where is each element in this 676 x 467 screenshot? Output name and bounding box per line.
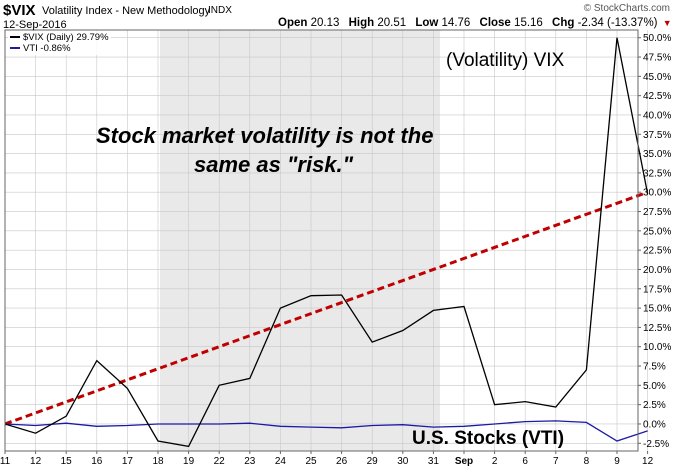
chg-label: Chg xyxy=(552,17,575,29)
x-tick-label: 19 xyxy=(183,456,195,467)
symbol-name: Volatility Index - New Methodology xyxy=(42,5,211,17)
y-tick-label: 50.0% xyxy=(643,33,671,44)
x-tick-label: 6 xyxy=(522,456,528,467)
exchange-label: INDX xyxy=(208,5,232,16)
legend-label-vti: VTI -0.86% xyxy=(23,43,71,54)
plot-border xyxy=(4,29,639,452)
x-tick-label: 23 xyxy=(244,456,256,467)
close-value: 15.16 xyxy=(514,17,543,29)
low-value: 14.76 xyxy=(441,17,471,29)
x-tick-label: 8 xyxy=(584,456,590,467)
chart-legend: $VIX (Daily) 29.79% VTI -0.86% xyxy=(8,31,111,55)
chart-date: 12-Sep-2016 xyxy=(3,19,67,31)
annotation-vti: U.S. Stocks (VTI) xyxy=(412,428,565,449)
x-tick-label: 17 xyxy=(122,456,134,467)
annotation-risk-line2: same as "risk." xyxy=(194,152,354,177)
y-tick-label: 35.0% xyxy=(643,149,671,160)
x-tick-label: 7 xyxy=(553,456,559,467)
legend-label-vix: $VIX (Daily) 29.79% xyxy=(23,32,109,43)
open-value: 20.13 xyxy=(310,17,340,29)
x-tick-label: 9 xyxy=(614,456,620,467)
y-tick-label: 42.5% xyxy=(643,91,671,102)
y-tick-label: 17.5% xyxy=(643,284,671,295)
high-label: High xyxy=(348,17,375,29)
y-tick-label: 40.0% xyxy=(643,110,671,121)
y-tick-label: 30.0% xyxy=(643,188,671,199)
y-tick-label: 37.5% xyxy=(643,130,671,141)
annotation-risk-line1: Stock market volatility is not the xyxy=(96,123,434,148)
x-tick-label: 18 xyxy=(152,456,164,467)
x-tick-label: 16 xyxy=(91,456,103,467)
y-tick-label: 32.5% xyxy=(643,168,671,179)
x-tick-label: 2 xyxy=(492,456,498,467)
legend-swatch-vti xyxy=(10,47,20,50)
down-arrow-icon: ▼ xyxy=(662,18,672,28)
x-tick-label: 26 xyxy=(336,456,348,467)
grid-lines xyxy=(4,30,648,451)
chg-value: -2.34 (-13.37%) xyxy=(577,17,658,29)
ohlc-readout: Open 20.13 High 20.51 Low 14.76 Close 15… xyxy=(278,17,672,29)
y-tick-label: 7.5% xyxy=(643,362,666,373)
shaded-region xyxy=(160,30,440,451)
legend-swatch-vix xyxy=(10,36,20,39)
y-tick-label: 25.0% xyxy=(643,226,671,237)
high-value: 20.51 xyxy=(377,17,407,29)
y-axis-ticks: -2.5% 0.0% 2.5% 5.0% 7.5% 10.0% 12.5% 15.0% 17.5… xyxy=(638,33,671,450)
x-tick-label: 12 xyxy=(30,456,42,467)
y-tick-label: 27.5% xyxy=(643,207,671,218)
y-tick-label: -2.5% xyxy=(643,439,669,450)
y-tick-label: 15.0% xyxy=(643,304,671,315)
brand-watermark: © StockCharts.com xyxy=(583,3,670,14)
trend-line xyxy=(4,190,649,426)
y-tick-label: 22.5% xyxy=(643,246,671,257)
x-tick-label: 11 xyxy=(0,456,11,467)
x-tick-label: 29 xyxy=(367,456,379,467)
legend-item-vix: $VIX (Daily) 29.79% xyxy=(10,32,109,43)
x-tick-label: 22 xyxy=(214,456,226,467)
x-axis-ticks: 11 12 15 16 17 18 19 22 23 24 25 26 29 30 31 Sep 2 6 7 8 9 12 xyxy=(0,451,654,467)
y-tick-label: 2.5% xyxy=(643,400,666,411)
x-tick-label: 25 xyxy=(305,456,317,467)
symbol-title: $VIX xyxy=(3,2,36,19)
annotation-vix: (Volatility) VIX xyxy=(446,50,565,71)
x-tick-label: 15 xyxy=(61,456,73,467)
x-tick-label: 12 xyxy=(642,456,654,467)
y-tick-label: 47.5% xyxy=(643,53,671,64)
x-tick-label: 30 xyxy=(397,456,409,467)
y-tick-label: 10.0% xyxy=(643,342,671,353)
close-label: Close xyxy=(479,17,511,29)
open-label: Open xyxy=(278,17,308,29)
vti-series-line xyxy=(4,420,648,442)
y-tick-label: 0.0% xyxy=(643,419,666,430)
low-label: Low xyxy=(415,17,439,29)
y-tick-label: 45.0% xyxy=(643,72,671,83)
x-tick-label: Sep xyxy=(455,456,473,467)
y-tick-label: 12.5% xyxy=(643,323,671,334)
legend-item-vti: VTI -0.86% xyxy=(10,43,109,54)
y-tick-label: 20.0% xyxy=(643,265,671,276)
y-tick-label: 5.0% xyxy=(643,381,666,392)
vix-series-line xyxy=(4,37,649,448)
x-tick-label: 24 xyxy=(275,456,287,467)
x-tick-label: 31 xyxy=(428,456,440,467)
